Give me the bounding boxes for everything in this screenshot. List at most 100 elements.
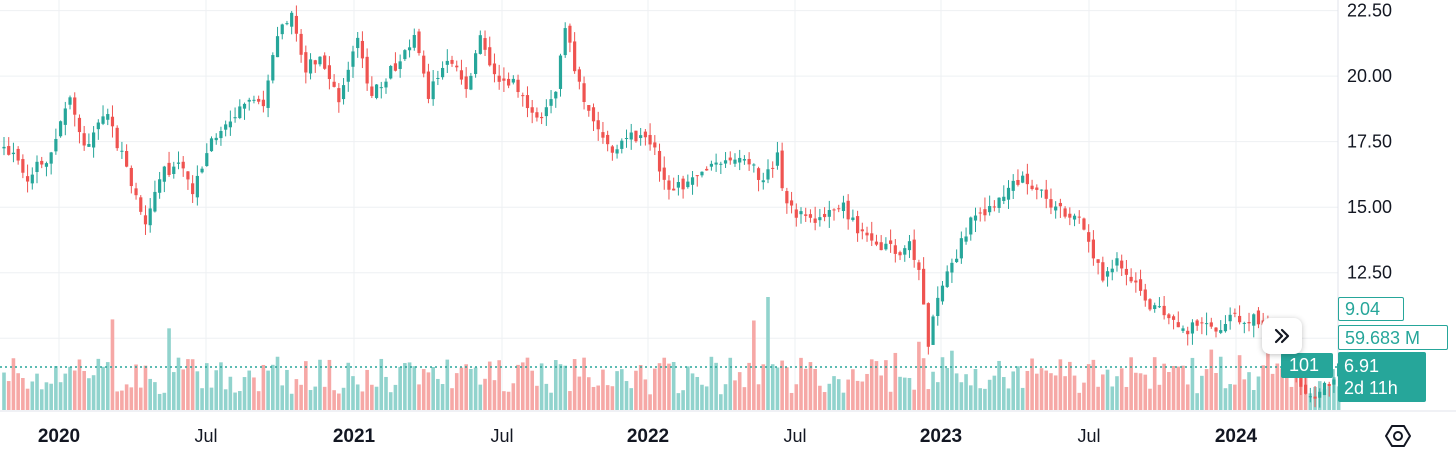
candle-body: [1171, 316, 1176, 320]
candle-body: [92, 132, 96, 148]
volume-bar: [355, 384, 360, 410]
candle: [44, 161, 49, 177]
candle-body: [181, 161, 185, 169]
candle-body: [49, 152, 53, 164]
price-tick-label: 15.00: [1347, 197, 1392, 217]
candle-body: [11, 152, 16, 155]
candle-body: [822, 213, 827, 218]
candle-body: [167, 162, 171, 175]
volume-bar: [978, 388, 983, 410]
volume-bar: [370, 384, 374, 410]
scroll-to-realtime-button[interactable]: [1262, 318, 1302, 354]
candle-body: [931, 316, 935, 345]
candle: [290, 10, 294, 35]
candle-body: [106, 114, 110, 120]
candle-body: [228, 121, 232, 128]
candle: [1209, 317, 1213, 329]
volume-bar: [256, 391, 261, 410]
candle: [936, 286, 940, 326]
candle: [1171, 314, 1176, 330]
candle-body: [610, 146, 614, 153]
candle: [516, 74, 520, 98]
candle: [917, 259, 921, 281]
candle: [35, 155, 39, 184]
volume-bar: [935, 382, 940, 410]
candle-body: [507, 78, 511, 86]
volume-bar: [653, 368, 657, 410]
volume-bar: [91, 375, 96, 410]
candle-body: [540, 116, 544, 119]
candle: [676, 174, 680, 196]
volume-bar: [733, 380, 737, 410]
candlesticks: [2, 5, 1341, 408]
price-tick-label: 12.50: [1347, 263, 1392, 283]
volume-bar: [11, 358, 16, 410]
chart-settings-button[interactable]: [1383, 421, 1413, 451]
volume-bar: [1152, 357, 1157, 410]
candle: [379, 81, 383, 99]
time-tick-label: 2024: [1215, 426, 1258, 447]
candle: [191, 175, 195, 203]
volume-bar: [1101, 374, 1105, 410]
volume-bar: [445, 359, 450, 410]
candle: [511, 75, 515, 85]
candle: [1153, 302, 1157, 313]
candle: [464, 67, 468, 98]
candle-body: [738, 157, 742, 163]
candle-body: [1186, 330, 1190, 335]
candle: [16, 146, 20, 165]
volume-bar: [1063, 376, 1067, 410]
candle-body: [870, 233, 874, 241]
candle: [1167, 313, 1171, 325]
candle: [1242, 321, 1246, 334]
candle: [681, 175, 685, 199]
candle-body: [125, 151, 129, 167]
candle: [587, 105, 591, 117]
volume-bar: [747, 362, 751, 410]
volume-bar: [667, 363, 671, 410]
candle-body: [1322, 382, 1327, 396]
candle: [1049, 188, 1053, 215]
volume-bar: [360, 391, 365, 410]
candle: [492, 53, 497, 83]
candle: [771, 161, 775, 178]
volume-bar: [605, 385, 610, 410]
candle: [1200, 317, 1204, 335]
candle: [87, 133, 91, 148]
candle: [1143, 283, 1147, 307]
candle-body: [714, 162, 718, 165]
volume-bar: [176, 357, 181, 410]
volume-max-label: 101: [1281, 353, 1333, 378]
candle-body: [285, 23, 289, 25]
volume-bar: [412, 366, 417, 410]
volume-bar: [681, 390, 685, 410]
candle-body: [464, 76, 468, 90]
volume-bar: [271, 364, 275, 410]
volume-bar: [1200, 375, 1204, 410]
candle: [1233, 308, 1237, 318]
volume-bar: [483, 378, 487, 410]
candle: [238, 99, 242, 120]
volume-bar: [855, 380, 860, 410]
candle: [125, 144, 129, 168]
volume-bar: [1284, 350, 1289, 410]
candle: [898, 250, 902, 261]
candle-body: [1011, 180, 1015, 191]
volume-bar: [473, 367, 478, 410]
candle-body: [620, 140, 624, 149]
volume-bar: [846, 379, 850, 410]
volume-bar: [1167, 372, 1171, 410]
candle-body: [275, 36, 280, 58]
candle-body: [393, 63, 398, 71]
candle: [417, 28, 421, 56]
candle: [455, 60, 459, 72]
volume-bar: [530, 370, 534, 410]
volume-bar: [204, 363, 209, 410]
candle: [280, 23, 284, 40]
candle: [709, 160, 713, 171]
candle-body: [1223, 324, 1228, 332]
candle-body: [365, 56, 369, 84]
candle: [275, 26, 280, 58]
volume-bar: [766, 297, 770, 410]
